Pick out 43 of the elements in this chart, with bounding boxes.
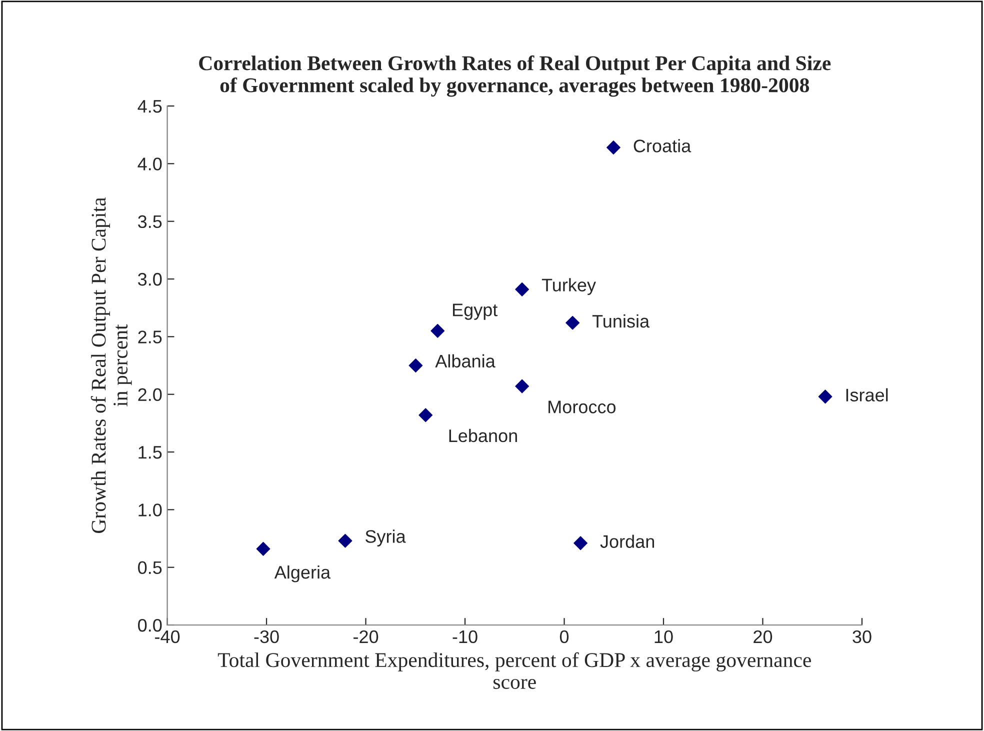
- point: [408, 358, 423, 372]
- y-tick-label: 0.5: [138, 561, 162, 574]
- annotation: Tunisia: [592, 314, 650, 328]
- point: [418, 408, 433, 422]
- y-tick-label: 2.5: [138, 330, 162, 344]
- annotation: Egypt: [452, 304, 498, 320]
- annotation: Israel: [846, 388, 888, 402]
- y-tick-label: 3.0: [138, 272, 162, 286]
- annotation: Turkey: [542, 278, 596, 296]
- point: [515, 282, 530, 296]
- y-tick-label: 3.5: [138, 215, 162, 228]
- y-axis-title: Growth Rates of Real Output Per Capita in percent: [90, 197, 132, 534]
- annotation: Albania: [435, 354, 496, 368]
- x-tick-label: -40: [155, 630, 180, 644]
- x-tick-label: -30: [254, 630, 279, 644]
- point: [430, 324, 445, 338]
- x-tick-label: 20: [754, 630, 772, 644]
- y-tick-label: 1.0: [138, 504, 162, 516]
- y-tick-label: 4.5: [138, 100, 162, 113]
- x-tick-label: 30: [852, 630, 872, 644]
- y-tick-label: 1.5: [138, 446, 162, 459]
- annotation: Jordan: [600, 534, 654, 548]
- x-tick-label: 0: [560, 630, 569, 644]
- annotation: Lebanon: [449, 428, 517, 442]
- annotation: Syria: [365, 530, 406, 546]
- y-tick-label: 2.0: [138, 388, 162, 402]
- point: [606, 140, 620, 154]
- point: [515, 379, 530, 394]
- point: [818, 390, 832, 404]
- x-axis-title: Total Government Expenditures, percent of GDP x average governance score: [218, 652, 811, 689]
- annotation: Algeria: [274, 565, 331, 582]
- y-tick-label: 4.0: [138, 158, 162, 170]
- point: [566, 316, 580, 330]
- x-tick-label: -10: [452, 630, 478, 644]
- chart-title: Correlation Between Growth Rates of Real Output Per Capita and Size of Government scaled by governance, averages between 1980-2008: [199, 55, 831, 97]
- point: [574, 536, 588, 550]
- point: [256, 542, 270, 556]
- annotation: Croatia: [634, 139, 692, 152]
- x-tick-label: -20: [354, 630, 378, 644]
- point: [338, 534, 352, 548]
- y-tick-label: 0.0: [138, 618, 162, 632]
- annotation: Morocco: [548, 400, 616, 414]
- x-tick-label: 10: [654, 630, 673, 644]
